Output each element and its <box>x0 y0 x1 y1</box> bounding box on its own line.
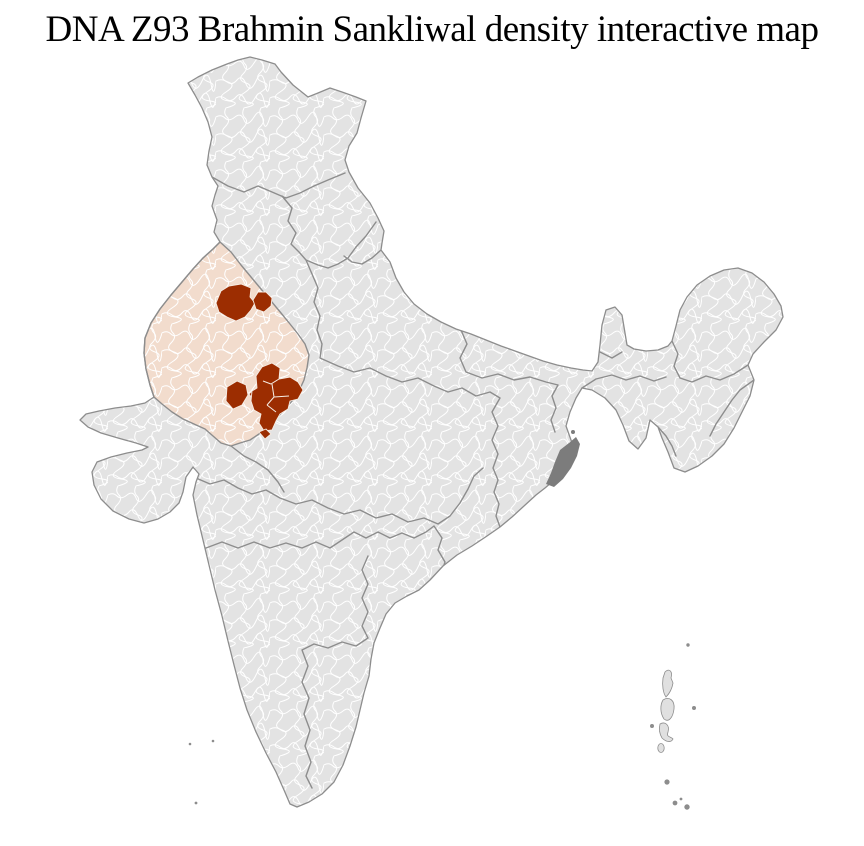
state-borders <box>195 172 755 789</box>
andaman-nicobar-islands <box>650 643 697 810</box>
district-speck-south[interactable] <box>258 428 272 440</box>
delta-islet <box>571 430 575 434</box>
district-cluster-north-rajasthan-east[interactable] <box>252 291 273 313</box>
district-jaipur-west[interactable] <box>225 380 249 410</box>
sundarbans-delta <box>546 437 580 487</box>
district-boundaries-mesh <box>80 57 783 807</box>
page-title: DNA Z93 Brahmin Sankliwal density intera… <box>45 9 819 50</box>
density-districts[interactable] <box>215 283 304 440</box>
lakshadweep-islands <box>188 739 215 805</box>
density-district-borders <box>262 378 290 413</box>
